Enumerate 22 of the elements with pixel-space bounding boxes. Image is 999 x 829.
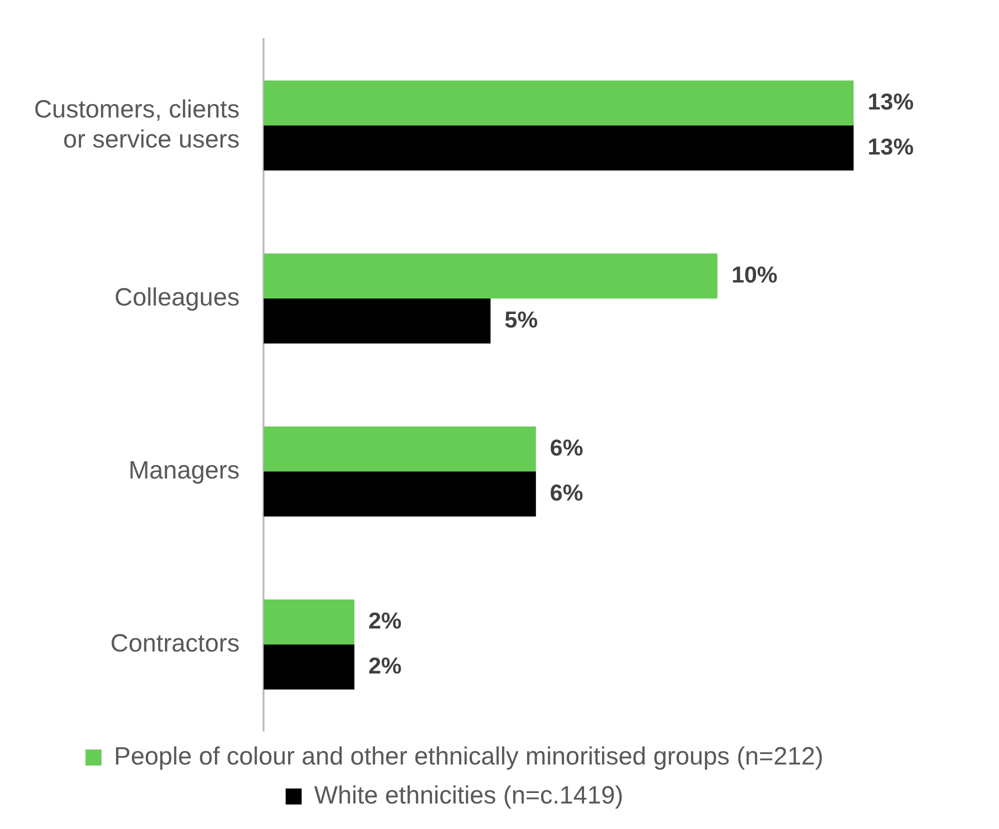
bar xyxy=(264,472,536,516)
y-tick-label: Contractors xyxy=(110,629,240,658)
y-tick-label: Managers xyxy=(128,456,240,484)
bar xyxy=(264,426,536,472)
data-label: 6% xyxy=(550,434,584,460)
data-label: 2% xyxy=(368,652,402,678)
data-label: 5% xyxy=(504,306,538,332)
data-label: 13% xyxy=(868,133,914,160)
legend-label: People of colour and other ethnically minoritised groups (n=212) xyxy=(114,742,824,770)
bar xyxy=(264,600,354,644)
bar xyxy=(264,644,354,690)
bar xyxy=(264,254,718,298)
data-label: 6% xyxy=(550,479,584,506)
data-label: 2% xyxy=(368,607,402,634)
bar xyxy=(264,298,491,344)
data-label: 13% xyxy=(868,88,914,114)
y-tick-label: Customers, clients or service users xyxy=(34,95,240,154)
bar xyxy=(264,80,854,126)
y-tick-label: Colleagues xyxy=(114,283,240,312)
bar xyxy=(264,126,854,170)
data-label: 10% xyxy=(731,261,778,288)
legend-label: White ethnicities (n=c.1419) xyxy=(314,781,624,810)
